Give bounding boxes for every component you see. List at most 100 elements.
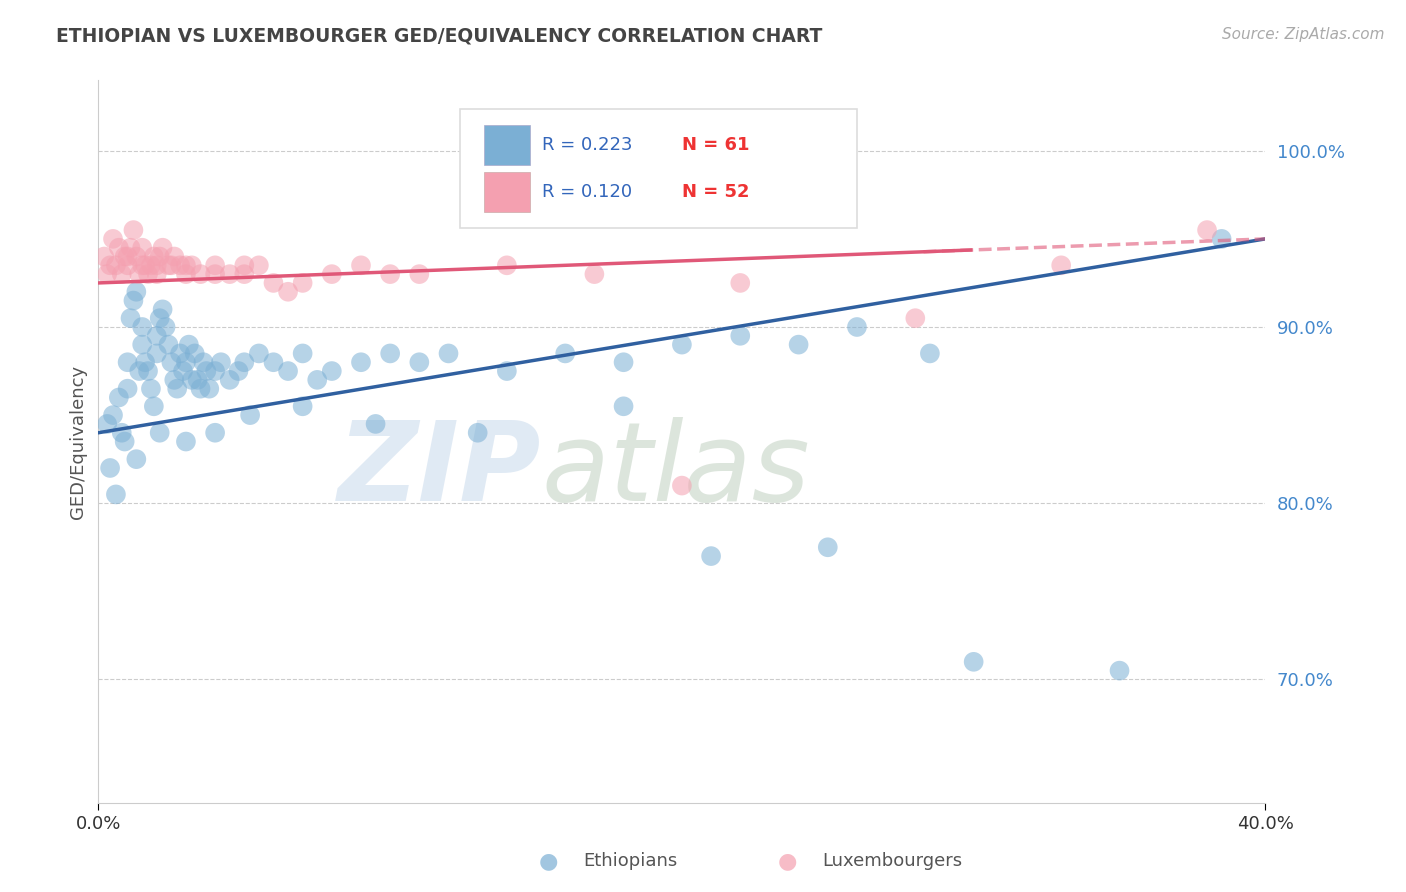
Point: [204, 258, 226, 272]
Point: [291, 399, 314, 413]
Text: ●: ●: [538, 851, 558, 871]
Point: [166, 382, 188, 396]
Point: [108, 391, 131, 405]
Point: [180, 373, 202, 387]
Point: [174, 258, 197, 272]
Point: [183, 346, 205, 360]
Point: [350, 258, 373, 272]
Point: [263, 276, 285, 290]
Point: [263, 355, 285, 369]
Point: [136, 364, 159, 378]
Point: [277, 285, 299, 299]
Point: [437, 346, 460, 360]
Point: [117, 382, 139, 396]
Point: [172, 364, 194, 378]
Point: [149, 311, 172, 326]
Point: [233, 258, 256, 272]
Point: [193, 355, 215, 369]
Point: [139, 382, 162, 396]
Point: [131, 241, 153, 255]
Point: [114, 434, 136, 449]
Point: [174, 434, 197, 449]
Point: [962, 655, 984, 669]
Point: [233, 267, 256, 281]
Point: [160, 258, 183, 272]
Point: [108, 241, 131, 255]
Point: [247, 258, 270, 272]
Point: [730, 328, 752, 343]
Point: [1050, 258, 1073, 272]
Text: ZIP: ZIP: [339, 417, 541, 524]
Point: [134, 258, 156, 272]
Point: [98, 461, 121, 475]
Point: [233, 355, 256, 369]
Point: [139, 258, 162, 272]
Point: [122, 293, 145, 308]
Point: [380, 267, 402, 281]
Point: [671, 478, 693, 492]
Point: [291, 276, 314, 290]
Text: ●: ●: [778, 851, 797, 871]
Point: [120, 241, 142, 255]
Point: [187, 373, 209, 387]
Text: ETHIOPIAN VS LUXEMBOURGER GED/EQUIVALENCY CORRELATION CHART: ETHIOPIAN VS LUXEMBOURGER GED/EQUIVALENC…: [56, 27, 823, 45]
Point: [125, 452, 148, 467]
Point: [177, 337, 200, 351]
Point: [700, 549, 723, 563]
Point: [204, 267, 226, 281]
Text: atlas: atlas: [541, 417, 810, 524]
Point: [117, 250, 139, 264]
Point: [277, 364, 299, 378]
Text: R = 0.223: R = 0.223: [541, 136, 633, 154]
Point: [209, 355, 232, 369]
Text: R = 0.120: R = 0.120: [541, 183, 633, 202]
Point: [671, 337, 693, 351]
Point: [122, 223, 145, 237]
Point: [204, 425, 226, 440]
Point: [114, 250, 136, 264]
Point: [364, 417, 387, 431]
Point: [195, 364, 218, 378]
Point: [111, 425, 134, 440]
Point: [408, 267, 430, 281]
Point: [198, 382, 221, 396]
Point: [190, 267, 212, 281]
Point: [149, 425, 172, 440]
Point: [169, 258, 191, 272]
Point: [1211, 232, 1233, 246]
Point: [157, 337, 180, 351]
Point: [152, 302, 174, 317]
Point: [496, 364, 519, 378]
Point: [467, 425, 489, 440]
Bar: [484, 172, 530, 211]
Point: [146, 258, 169, 272]
Point: [1197, 223, 1219, 237]
Point: [142, 399, 165, 413]
Text: Luxembourgers: Luxembourgers: [823, 852, 963, 870]
Bar: [484, 125, 530, 165]
Point: [117, 355, 139, 369]
Point: [730, 276, 752, 290]
Point: [846, 320, 869, 334]
Point: [101, 408, 124, 422]
Point: [101, 232, 124, 246]
Point: [152, 241, 174, 255]
Point: [169, 346, 191, 360]
Text: Source: ZipAtlas.com: Source: ZipAtlas.com: [1222, 27, 1385, 42]
Point: [117, 258, 139, 272]
Point: [218, 267, 240, 281]
Point: [111, 267, 134, 281]
Point: [817, 541, 839, 555]
Point: [96, 417, 118, 431]
Point: [104, 258, 127, 272]
Point: [228, 364, 250, 378]
Point: [146, 267, 169, 281]
Text: N = 61: N = 61: [682, 136, 749, 154]
Point: [174, 355, 197, 369]
Point: [904, 311, 927, 326]
Point: [247, 346, 270, 360]
Point: [321, 267, 343, 281]
Point: [146, 346, 169, 360]
Point: [613, 355, 636, 369]
Point: [104, 487, 127, 501]
